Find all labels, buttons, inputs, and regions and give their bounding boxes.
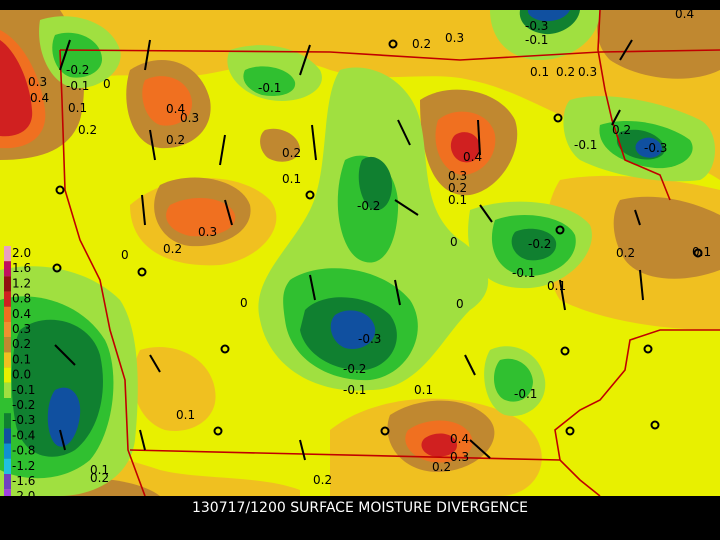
legend-swatch	[4, 276, 11, 292]
contour-label: 0.4	[463, 150, 482, 164]
contour-label: 0.4	[30, 91, 49, 105]
contour-label: 0.1	[414, 383, 433, 397]
divergence-map: 0.4 0.3 0.2 -0.3 -0.1 0.1 0.2 0.3 -0.2 -…	[0, 10, 720, 496]
contour-label: 0	[456, 297, 464, 311]
contour-label: -0.1	[574, 138, 597, 152]
legend-label: -0.8	[12, 444, 35, 458]
contour-label: 0.2	[163, 242, 182, 256]
legend-swatch	[4, 489, 11, 496]
legend-swatch	[4, 352, 11, 368]
legend-swatch	[4, 443, 11, 459]
contour-label: 0.1	[282, 172, 301, 186]
legend-label: 0.2	[12, 337, 31, 351]
legend-label: 0.4	[12, 307, 31, 321]
legend-label: 0.8	[12, 292, 31, 306]
contour-label: 0	[121, 248, 129, 262]
legend-swatch	[4, 322, 11, 338]
legend-label: 0.3	[12, 322, 31, 336]
contour-label: -0.1	[525, 33, 548, 47]
contour-label: 0.3	[198, 225, 217, 239]
contour-label: 0.2	[556, 65, 575, 79]
band-core-positive	[0, 40, 480, 457]
legend-label: -0.1	[12, 383, 35, 397]
contour-label: -0.1	[343, 383, 366, 397]
legend-swatch	[4, 261, 11, 277]
contour-label: 0	[450, 235, 458, 249]
contour-label: 0.1	[176, 408, 195, 422]
contour-label: 0.4	[675, 10, 694, 21]
map-caption: 130717/1200 SURFACE MOISTURE DIVERGENCE	[191, 500, 529, 516]
contour-label: -0.3	[358, 332, 381, 346]
legend-label: -1.2	[12, 459, 35, 473]
contour-label: 0.3	[448, 169, 467, 183]
contour-label: 0.1	[530, 65, 549, 79]
contour-label: 0.1	[692, 245, 711, 259]
state-boundaries	[59, 10, 720, 496]
legend-label: -2.0	[12, 489, 35, 496]
contour-label: -0.1	[258, 81, 281, 95]
legend-swatch	[4, 291, 11, 307]
calm-wind-markers	[52, 39, 703, 436]
contour-label: -0.2	[357, 199, 380, 213]
contour-label: 0.2	[448, 181, 467, 195]
contour-label: -0.2	[343, 362, 366, 376]
legend-swatch	[4, 367, 11, 383]
contour-label: 0.1	[90, 463, 109, 477]
legend-label: -0.4	[12, 428, 35, 442]
legend-swatch	[4, 413, 11, 429]
contour-label: 0.3	[450, 450, 469, 464]
contour-label: -0.1	[514, 387, 537, 401]
contour-label: -0.2	[66, 63, 89, 77]
legend-swatch	[4, 306, 11, 322]
contour-label: 0.2	[78, 123, 97, 137]
contour-label: 0.2	[90, 471, 109, 485]
contour-label: 0.2	[432, 460, 451, 474]
legend-label: 0.0	[12, 368, 31, 382]
contour-label: 0.1	[547, 279, 566, 293]
contour-label: 0.2	[412, 37, 431, 51]
band-m04	[47, 10, 662, 447]
contour-label: 0.2	[612, 123, 631, 137]
legend-swatch	[4, 398, 11, 414]
contour-label: 0.3	[180, 111, 199, 125]
legend-label: -0.2	[12, 398, 35, 412]
legend-swatch	[4, 458, 11, 474]
contour-label: 0	[240, 296, 248, 310]
legend-swatch	[4, 246, 11, 262]
legend-label: -0.3	[12, 413, 35, 427]
contour-label: 0.4	[166, 102, 185, 116]
legend-swatch	[4, 474, 11, 490]
legend-swatch	[4, 337, 11, 353]
contour-label: -0.1	[66, 79, 89, 93]
color-legend: 2.01.61.20.80.40.30.20.10.0-0.1-0.2-0.3-…	[4, 246, 35, 496]
legend-label: 0.1	[12, 352, 31, 366]
contour-label: 0.2	[282, 146, 301, 160]
contour-label: 0.2	[616, 246, 635, 260]
contour-label: 0.3	[445, 31, 464, 45]
contour-label: -0.1	[512, 266, 535, 280]
contour-label: 0.2	[166, 133, 185, 147]
legend-label: 1.6	[12, 261, 31, 275]
legend-label: -1.6	[12, 474, 35, 488]
contour-label: 0.4	[450, 432, 469, 446]
contour-label: -0.2	[528, 237, 551, 251]
wind-barbs	[54, 39, 644, 461]
legend-label: 2.0	[12, 246, 31, 260]
contour-label: 0.1	[68, 101, 87, 115]
contour-label: 0.2	[313, 473, 332, 487]
legend-label: 1.2	[12, 276, 31, 290]
contour-label: 0.3	[28, 75, 47, 89]
contour-label: 0.3	[578, 65, 597, 79]
contour-label: 0.1	[448, 193, 467, 207]
contour-label: 0	[103, 77, 111, 91]
contour-label: -0.3	[525, 19, 548, 33]
legend-swatch	[4, 428, 11, 444]
contour-labels: 0.4 0.3 0.2 -0.3 -0.1 0.1 0.2 0.3 -0.2 -…	[28, 10, 711, 487]
contour-label: -0.3	[644, 141, 667, 155]
legend-swatch	[4, 382, 11, 398]
